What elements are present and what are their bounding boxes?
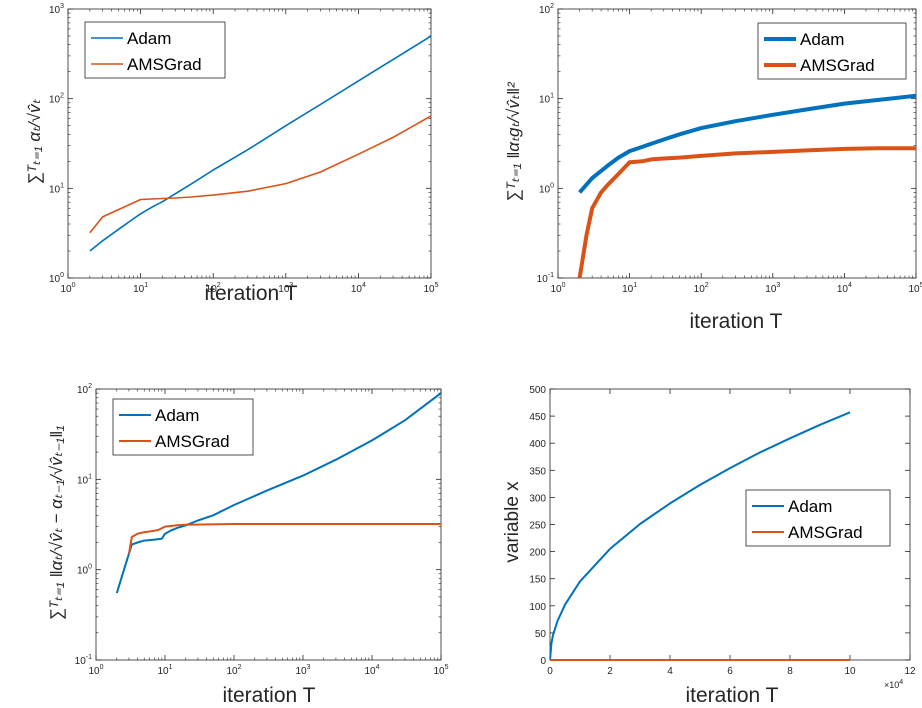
panel-bottom-right: 0 2 4 6 8 10 12050100150200250300350400450500 … <box>502 385 916 707</box>
legend-label: AMSGrad <box>155 432 230 451</box>
legend-label: AMSGrad <box>788 523 863 542</box>
series-line-amsgrad <box>577 146 916 279</box>
legend-label: AMSGrad <box>127 55 202 74</box>
y-tick-label: 400 <box>529 439 546 450</box>
y-tick-label: 100 <box>77 564 92 577</box>
y-tick-label: 101 <box>77 473 92 486</box>
x-tick-label: 104 <box>837 282 852 295</box>
y-tick-label: 100 <box>49 272 64 285</box>
y-tick-label: 10-1 <box>537 272 554 285</box>
ylabel: ∑ᵀₜ₌₁ ‖αₜ/√v̂ₜ − αₜ₋₁/√v̂ₜ₋₁‖₁ <box>47 426 66 621</box>
xlabel: iteration T <box>223 684 316 707</box>
y-tick-label: 450 <box>529 412 546 423</box>
y-tick-label: 350 <box>529 466 546 477</box>
legend: Adam AMSGrad <box>84 21 226 79</box>
y-tick-label: 102 <box>539 3 554 16</box>
x-tick-label: 4 <box>667 666 673 677</box>
y-tick-label: 500 <box>529 385 546 396</box>
x-tick-label: 105 <box>908 282 922 295</box>
x-tick-label: 102 <box>226 664 241 677</box>
y-tick-label: 50 <box>535 629 547 640</box>
series-group <box>550 411 851 661</box>
legend: Adam AMSGrad <box>745 489 891 547</box>
series-group <box>115 392 441 594</box>
legend-label: Adam <box>788 497 832 516</box>
x-tick-label: 101 <box>157 664 172 677</box>
series-line-adam <box>578 93 916 194</box>
x-tick-label: 8 <box>787 666 793 677</box>
y-tick-label: 150 <box>529 575 546 586</box>
x-tick-label: 12 <box>904 666 916 677</box>
legend-label: Adam <box>800 30 844 49</box>
x-tick-label: 103 <box>765 282 780 295</box>
y-tick-label: 100 <box>529 602 546 613</box>
x-tick-label: 104 <box>351 282 366 295</box>
x-tick-label: 10 <box>844 666 856 677</box>
series-line-amsgrad <box>127 523 441 554</box>
x-tick-label: 101 <box>133 282 148 295</box>
xlabel: iteration T <box>690 310 783 333</box>
xlabel: iteration T <box>205 282 298 305</box>
legend-label: Adam <box>127 29 171 48</box>
x-tick-label: 6 <box>727 666 733 677</box>
x-exponent: ×104 <box>884 679 903 690</box>
legend-box <box>745 489 891 547</box>
x-tick-label: 2 <box>607 666 613 677</box>
x-tick-label: 100 <box>60 282 75 295</box>
y-tick-label: 102 <box>77 383 92 396</box>
y-tick-label: 103 <box>49 3 64 16</box>
y-tick-label: 100 <box>539 182 554 195</box>
y-tick-label: 101 <box>539 93 554 106</box>
panel-top-left: 100 101 102 103 104 105 100 101 102 103 ∑ᵀₜ₌₁ αₜ/… <box>25 3 439 305</box>
series-line-adam <box>550 411 851 661</box>
x-tick-label: 100 <box>88 664 103 677</box>
y-tick-label: 300 <box>529 493 546 504</box>
legend-box <box>84 21 226 79</box>
series-line-adam <box>115 392 441 594</box>
y-tick-label: 10-1 <box>75 654 92 667</box>
x-tick-label: 104 <box>364 664 379 677</box>
legend-box <box>757 22 907 80</box>
legend-label: Adam <box>155 406 199 425</box>
y-tick-label: 102 <box>49 93 64 106</box>
legend: Adam AMSGrad <box>757 22 907 80</box>
y-tick-label: 250 <box>529 521 546 532</box>
legend-label: AMSGrad <box>800 56 875 75</box>
y-tick-label: 0 <box>540 656 546 667</box>
ylabel: ∑ᵀₜ₌₁ ‖αₜgₜ/√v̂ₜ‖² <box>504 81 523 202</box>
series-group <box>577 93 916 279</box>
x-tick-label: 102 <box>694 282 709 295</box>
series-line-amsgrad <box>89 115 431 234</box>
x-tick-label: 102 <box>206 282 221 295</box>
y-tick-label: 200 <box>529 548 546 559</box>
x-tick-label: 105 <box>423 282 438 295</box>
x-tick-label: 100 <box>550 282 565 295</box>
x-tick-label: 103 <box>278 282 293 295</box>
ylabel: ∑ᵀₜ₌₁ αₜ/√v̂ₜ <box>25 98 44 184</box>
x-tick-label: 0 <box>547 666 553 677</box>
y-tick-label: 101 <box>49 182 64 195</box>
legend-box <box>112 398 254 456</box>
x-tick-label: 103 <box>295 664 310 677</box>
xlabel: iteration T <box>686 684 779 707</box>
legend: Adam AMSGrad <box>112 398 254 456</box>
series-line-adam <box>89 35 431 252</box>
series-group <box>89 35 431 252</box>
x-tick-label: 105 <box>433 664 448 677</box>
ylabel: variable x <box>502 481 523 563</box>
x-tick-label: 101 <box>622 282 637 295</box>
